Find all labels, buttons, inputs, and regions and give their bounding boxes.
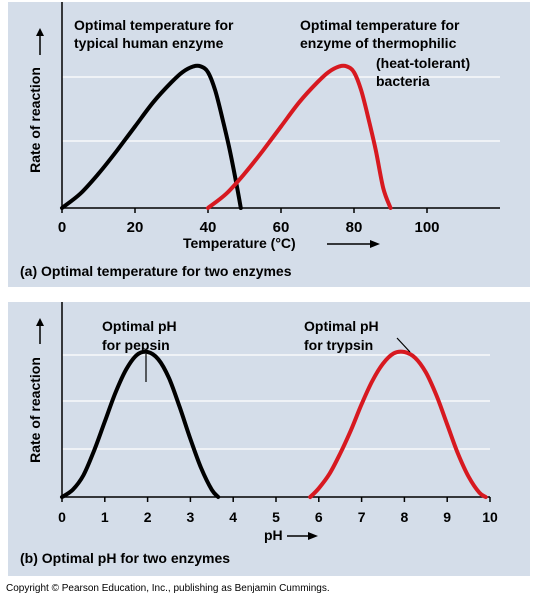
- annotation-human-line2: typical human enzyme: [74, 35, 224, 51]
- panel-b: 0 1 2 3 4 5 6 7 8 9 10 Rate of reaction pH Optimal…: [8, 302, 530, 576]
- panel-b-x-axis-label: pH: [264, 527, 283, 543]
- x-tick-label: 20: [127, 219, 144, 236]
- annotation-trypsin-line2: for trypsin: [304, 337, 373, 353]
- panel-a-plot-area: [62, 2, 500, 208]
- copyright-text: Copyright © Pearson Education, Inc., pub…: [6, 583, 330, 594]
- x-tick-label: 5: [272, 509, 280, 525]
- x-tick-label: 8: [401, 509, 409, 525]
- panel-b-series: [60, 349, 488, 499]
- annotation-pepsin-line2: for pepsin: [102, 337, 170, 353]
- panel-a-y-arrowhead-icon: [36, 28, 44, 36]
- x-tick-label: 60: [273, 219, 290, 236]
- panel-b-y-axis-label: Rate of reaction: [27, 357, 43, 463]
- series-line-a-0: [60, 63, 243, 210]
- x-tick-label: 0: [58, 219, 66, 236]
- x-tick-label: 9: [443, 509, 451, 525]
- series-line-b-1: [308, 349, 488, 499]
- x-tick-label: 1: [101, 509, 109, 525]
- panel-a-grid: [62, 76, 500, 142]
- trypsin-leader-line: [396, 337, 411, 353]
- annotation-thermo-line1: Optimal temperature for: [300, 17, 460, 33]
- panel-a: 0 20 40 60 80 100 Rate of reaction Temperatur…: [8, 2, 530, 287]
- x-tick-label: 7: [358, 509, 366, 525]
- panel-b-background: [8, 302, 530, 576]
- x-tick-label: 3: [187, 509, 195, 525]
- panel-a-y-axis-label: Rate of reaction: [27, 67, 43, 173]
- annotation-thermo-line2: enzyme of thermophilic: [300, 35, 457, 51]
- x-tick-label: 0: [58, 509, 66, 525]
- panel-b-y-arrowhead-icon: [36, 318, 44, 326]
- panel-a-x-arrowhead-icon: [370, 240, 380, 248]
- x-tick-label: 40: [200, 219, 217, 236]
- panel-a-series: [60, 63, 393, 210]
- x-tick-label: 10: [482, 509, 498, 525]
- series-line-a-1: [206, 63, 393, 210]
- panel-a-x-axis-label: Temperature (°C): [183, 235, 296, 251]
- annotation-thermo-line4: bacteria: [376, 73, 430, 89]
- x-tick-label: 80: [346, 219, 363, 236]
- x-tick-label: 2: [144, 509, 152, 525]
- panel-b-x-arrowhead-icon: [308, 532, 318, 540]
- panel-a-caption: (a) Optimal temperature for two enzymes: [20, 263, 292, 279]
- annotation-thermo-line3: (heat-tolerant): [376, 55, 470, 71]
- annotation-pepsin-line1: Optimal pH: [102, 318, 177, 334]
- x-tick-label: 6: [315, 509, 323, 525]
- panel-a-x-ticks: 0 20 40 60 80 100: [58, 208, 440, 236]
- x-tick-label: 100: [414, 219, 439, 236]
- panel-b-caption: (b) Optimal pH for two enzymes: [20, 550, 230, 566]
- annotation-human-line1: Optimal temperature for: [74, 17, 234, 33]
- panel-b-grid: [62, 354, 490, 450]
- annotation-trypsin-line1: Optimal pH: [304, 318, 379, 334]
- x-tick-label: 4: [229, 509, 237, 525]
- series-line-b-0: [60, 349, 221, 499]
